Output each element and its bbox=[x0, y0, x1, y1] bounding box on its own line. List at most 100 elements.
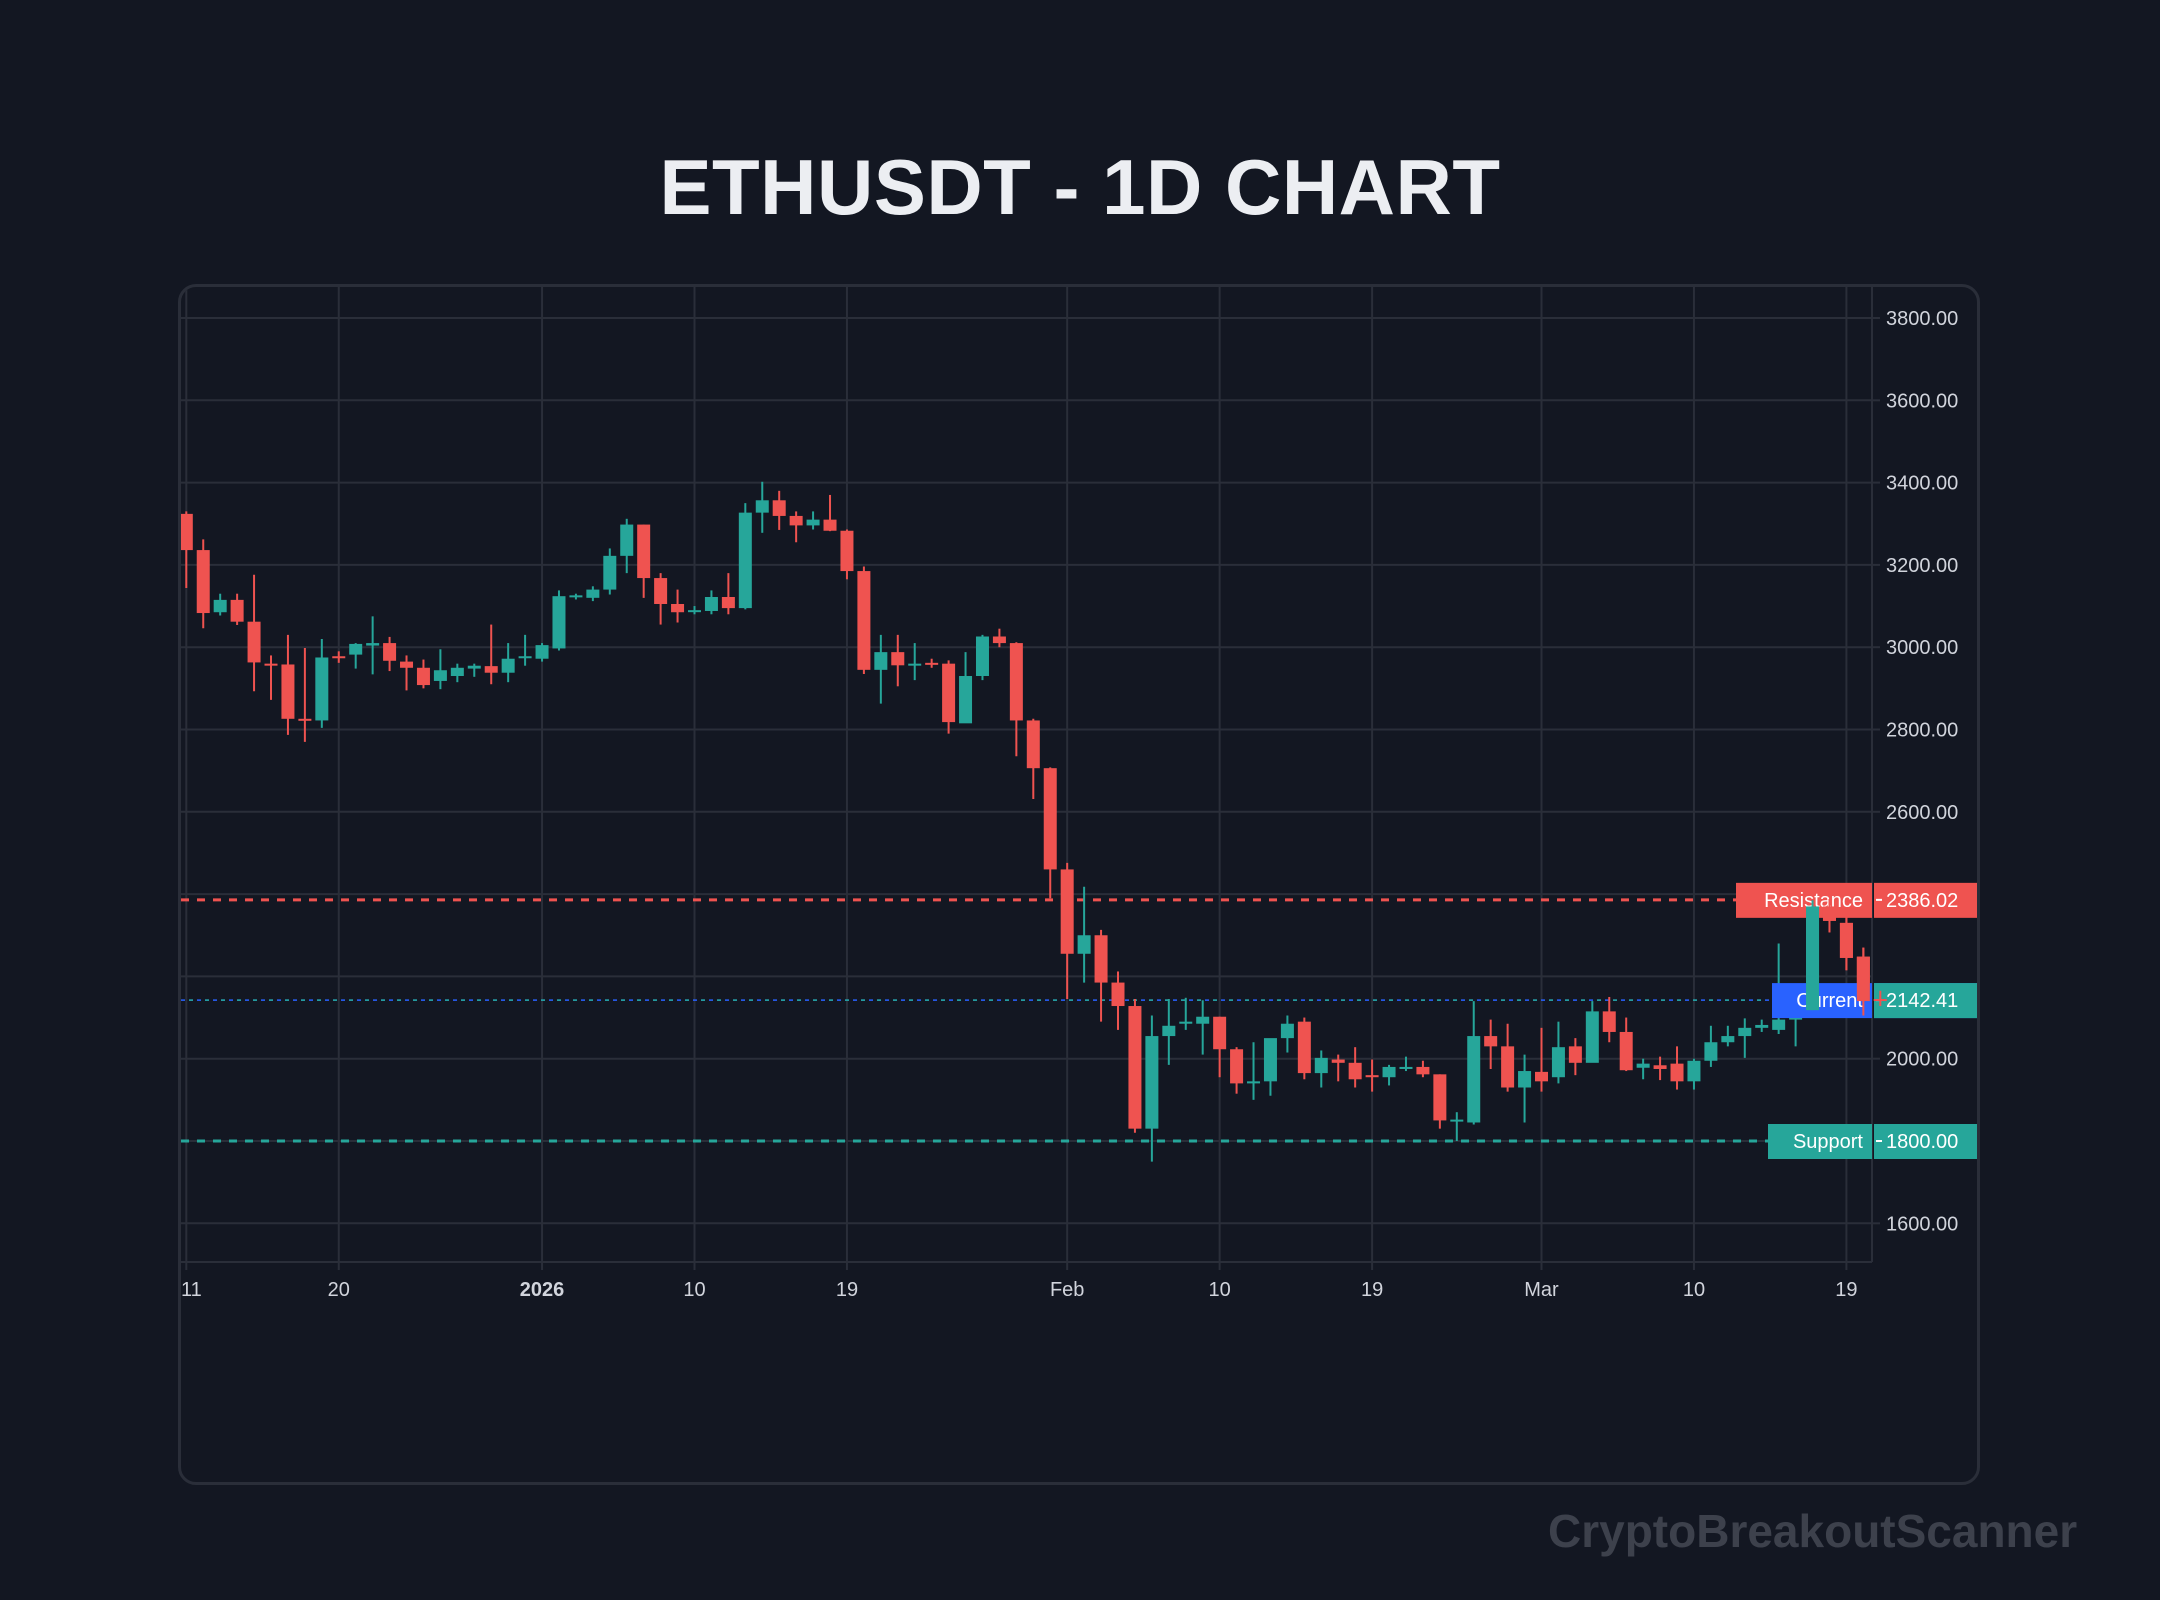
candle-body bbox=[654, 578, 668, 604]
candle-down bbox=[1653, 1056, 1667, 1081]
candle-body bbox=[1247, 1081, 1261, 1084]
candle-down bbox=[281, 634, 295, 735]
candle-body bbox=[1721, 1036, 1735, 1043]
candle-body bbox=[874, 652, 888, 670]
candle-body bbox=[552, 596, 566, 649]
candle-body bbox=[450, 667, 464, 677]
candle-up bbox=[433, 649, 447, 690]
candle-body bbox=[1162, 1025, 1176, 1037]
candle-body bbox=[1551, 1047, 1565, 1078]
price-tick-label: 3800.00 bbox=[1886, 308, 1958, 330]
candle-body bbox=[315, 657, 329, 721]
candle-up bbox=[467, 663, 481, 677]
candle-up bbox=[603, 548, 617, 595]
candle-up bbox=[975, 634, 989, 681]
candle-body bbox=[181, 513, 193, 551]
candle-down bbox=[1094, 929, 1108, 1022]
candle-up bbox=[1704, 1025, 1718, 1067]
candle-body bbox=[1111, 982, 1125, 1007]
candlestick-chart[interactable]: 3800.00 3600.00 3400.00 3200.00 3000.00 2800.… bbox=[181, 287, 1980, 1485]
candle-down bbox=[1501, 1023, 1515, 1092]
candle-up bbox=[1551, 1021, 1565, 1084]
candle-body bbox=[1501, 1046, 1515, 1088]
candle-body bbox=[840, 530, 854, 572]
candle-down bbox=[400, 655, 414, 691]
candle-body bbox=[721, 596, 735, 609]
time-tick-label: 19 bbox=[836, 1279, 858, 1301]
candle-down bbox=[416, 659, 430, 689]
price-axis[interactable]: 3800.00 3600.00 3400.00 3200.00 3000.00 2800.… bbox=[1872, 308, 1958, 1235]
candle-up bbox=[1179, 997, 1193, 1030]
candle-body bbox=[298, 718, 312, 721]
last-price-value: 2142.41 bbox=[1886, 990, 1958, 1012]
candle-body bbox=[1568, 1046, 1582, 1063]
candle-body bbox=[196, 550, 210, 614]
candle-down bbox=[1602, 996, 1616, 1043]
candle-up bbox=[806, 511, 820, 530]
candle-body bbox=[975, 636, 989, 677]
candle-up bbox=[908, 643, 922, 681]
candle-down bbox=[1060, 862, 1074, 1000]
candle-up bbox=[1518, 1054, 1532, 1123]
candle-body bbox=[1128, 1006, 1142, 1129]
level-tags: Resistance2386.02Current2142.412142.41Su… bbox=[1736, 882, 1977, 1159]
price-tick-label: 2000.00 bbox=[1886, 1049, 1958, 1071]
candle-down bbox=[637, 524, 651, 598]
candle-down bbox=[942, 660, 956, 734]
candle-up bbox=[1314, 1050, 1328, 1088]
price-tick-label: 3400.00 bbox=[1886, 473, 1958, 495]
candle-up bbox=[1721, 1025, 1735, 1047]
candle-body bbox=[1856, 956, 1870, 1002]
candle-down bbox=[654, 573, 668, 625]
candle-body bbox=[772, 500, 786, 516]
candle-down bbox=[925, 658, 939, 668]
candle-down bbox=[857, 566, 871, 674]
candle-body bbox=[1467, 1036, 1481, 1123]
candle-down bbox=[298, 648, 312, 742]
candle-body bbox=[1636, 1063, 1650, 1068]
candle-body bbox=[942, 663, 956, 723]
last-price-value-box bbox=[1874, 983, 1977, 1019]
candle-down bbox=[332, 651, 346, 663]
candle-body bbox=[1755, 1024, 1769, 1028]
candle-body bbox=[857, 571, 871, 670]
candle-body bbox=[823, 519, 837, 531]
time-tick-label: 10 bbox=[1683, 1279, 1705, 1301]
candle-body bbox=[1738, 1027, 1752, 1037]
candle-up bbox=[518, 634, 532, 666]
time-tick-label: Mar bbox=[1524, 1279, 1559, 1301]
support-value-box bbox=[1874, 1124, 1977, 1159]
candle-body bbox=[484, 666, 498, 673]
candle-up bbox=[620, 518, 634, 574]
candle-up bbox=[535, 643, 549, 662]
current-label-box bbox=[1772, 983, 1872, 1019]
candle-down bbox=[1433, 1074, 1447, 1129]
candle-body bbox=[586, 589, 600, 598]
candle-body bbox=[1365, 1075, 1379, 1078]
candle-body bbox=[1314, 1057, 1328, 1074]
candle-body bbox=[1399, 1066, 1413, 1069]
candle-body bbox=[1619, 1031, 1633, 1071]
resistance-value: 2386.02 bbox=[1886, 890, 1958, 912]
candle-down bbox=[1348, 1047, 1362, 1088]
candle-body bbox=[1331, 1059, 1345, 1063]
candle-up bbox=[213, 593, 227, 616]
candle-up bbox=[450, 663, 464, 683]
candle-body bbox=[1484, 1036, 1498, 1047]
candle-body bbox=[1450, 1119, 1464, 1122]
candle-body bbox=[671, 603, 685, 613]
candle-body bbox=[230, 599, 244, 622]
candle-body bbox=[704, 596, 718, 611]
time-tick-label: 20 bbox=[328, 1279, 350, 1301]
candle-body bbox=[501, 658, 515, 673]
candle-body bbox=[467, 665, 481, 669]
time-axis[interactable]: 11 20 2026 10 19 Feb 10 19 Mar 10 19 bbox=[181, 1262, 1858, 1301]
candle-body bbox=[1772, 1019, 1786, 1030]
support-label: Support bbox=[1793, 1131, 1863, 1153]
time-tick-label: 10 bbox=[1209, 1279, 1231, 1301]
candle-up bbox=[1280, 1015, 1294, 1053]
support-label-box bbox=[1768, 1124, 1872, 1159]
candles bbox=[181, 481, 1887, 1162]
candle-body bbox=[891, 652, 905, 666]
level-lines bbox=[181, 898, 1872, 1143]
